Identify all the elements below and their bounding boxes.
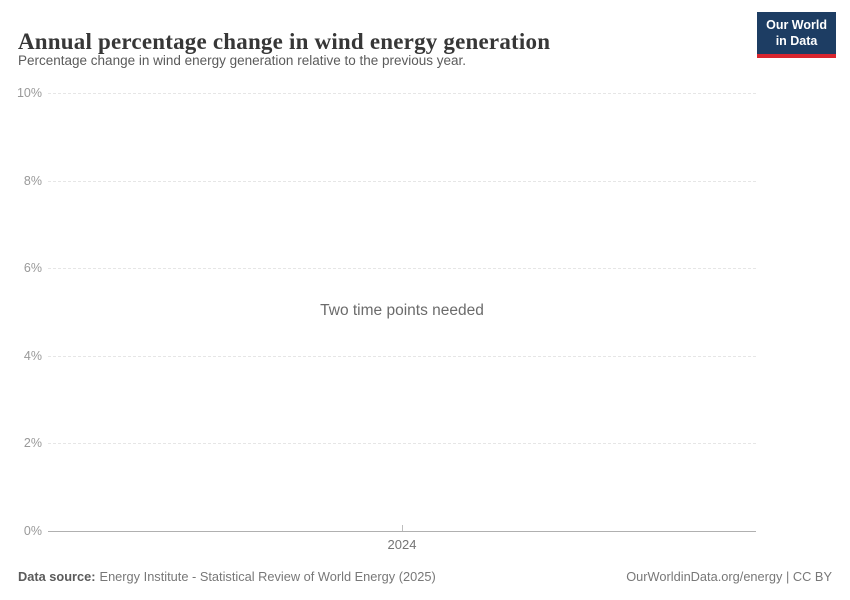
empty-state-message: Two time points needed (320, 302, 484, 319)
data-source-label: Data source: (18, 569, 96, 584)
gridline (48, 443, 756, 445)
data-source: Data source: Energy Institute - Statistic… (18, 569, 436, 584)
gridline (48, 355, 756, 357)
owid-logo: Our World in Data (757, 12, 836, 58)
attribution: OurWorldinData.org/energy | CC BY (626, 569, 832, 584)
gridline (48, 180, 756, 182)
owid-logo-line2: in Data (775, 34, 818, 49)
x-axis-tick-label: 2024 (387, 537, 417, 552)
y-axis-tick-label: 10% (16, 86, 42, 100)
y-axis-tick-label: 4% (23, 348, 42, 363)
x-axis-line (48, 531, 756, 532)
y-axis-tick-label: 0% (23, 524, 42, 538)
y-axis-tick-label: 2% (23, 436, 42, 451)
owid-logo-line1: Our World (766, 18, 827, 32)
gridline (48, 93, 756, 94)
gridline (48, 268, 756, 270)
chart-subtitle: Percentage change in wind energy generat… (18, 53, 467, 68)
x-axis-tick (402, 525, 403, 531)
data-source-value: Energy Institute - Statistical Review of… (99, 569, 436, 584)
y-axis-tick-label: 6% (23, 261, 42, 276)
chart-title: Annual percentage change in wind energy … (18, 29, 551, 55)
y-axis-tick-label: 8% (23, 173, 42, 188)
